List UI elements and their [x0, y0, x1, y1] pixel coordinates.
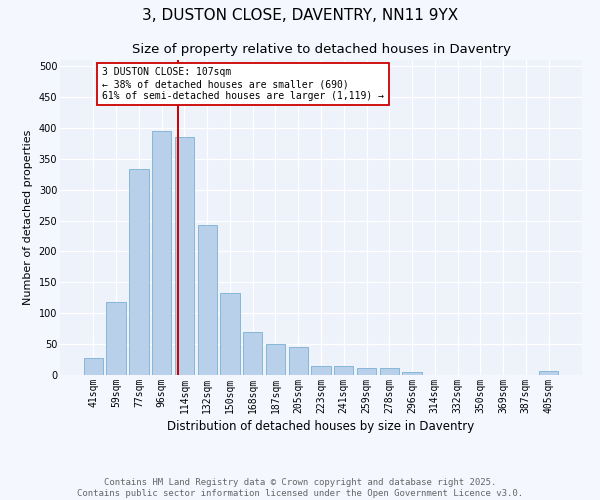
- Bar: [175, 137, 194, 375]
- Title: Size of property relative to detached houses in Daventry: Size of property relative to detached ho…: [131, 43, 511, 56]
- Bar: [197, 225, 217, 375]
- Bar: [129, 170, 149, 375]
- Text: 3 DUSTON CLOSE: 107sqm
← 38% of detached houses are smaller (690)
61% of semi-de: 3 DUSTON CLOSE: 107sqm ← 38% of detached…: [102, 68, 384, 100]
- Bar: [311, 366, 331, 375]
- Bar: [539, 372, 558, 375]
- Bar: [243, 332, 262, 375]
- Bar: [334, 366, 353, 375]
- Bar: [289, 346, 308, 375]
- Bar: [380, 368, 399, 375]
- Text: Contains HM Land Registry data © Crown copyright and database right 2025.
Contai: Contains HM Land Registry data © Crown c…: [77, 478, 523, 498]
- Text: 3, DUSTON CLOSE, DAVENTRY, NN11 9YX: 3, DUSTON CLOSE, DAVENTRY, NN11 9YX: [142, 8, 458, 22]
- Bar: [152, 131, 172, 375]
- X-axis label: Distribution of detached houses by size in Daventry: Distribution of detached houses by size …: [167, 420, 475, 433]
- Bar: [357, 368, 376, 375]
- Y-axis label: Number of detached properties: Number of detached properties: [23, 130, 33, 305]
- Bar: [220, 293, 239, 375]
- Bar: [403, 372, 422, 375]
- Bar: [84, 358, 103, 375]
- Bar: [266, 344, 285, 375]
- Bar: [106, 302, 126, 375]
